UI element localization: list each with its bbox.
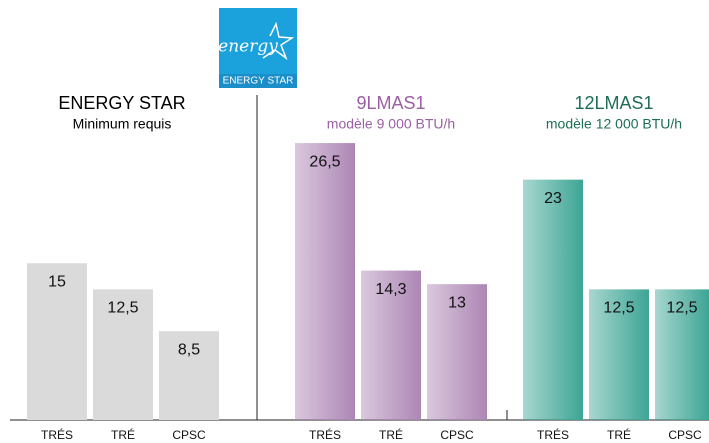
bar bbox=[589, 289, 649, 420]
logo-script: energy bbox=[218, 37, 278, 57]
bar bbox=[655, 289, 709, 420]
value-label: 26,5 bbox=[309, 153, 340, 170]
series-name: 12LMAS1 bbox=[574, 93, 653, 113]
value-label: 12,5 bbox=[603, 300, 634, 317]
value-label: 12,5 bbox=[107, 300, 138, 317]
bar bbox=[361, 270, 421, 420]
value-label: 13 bbox=[448, 294, 466, 311]
value-label: 15 bbox=[48, 273, 66, 290]
series-subtitle: modèle 9 000 BTU/h bbox=[327, 116, 455, 132]
series-subtitle: Minimum requis bbox=[73, 116, 172, 132]
x-tick-label: TRÉS bbox=[309, 427, 341, 442]
bar bbox=[27, 263, 87, 420]
x-tick-label: CPSC bbox=[440, 428, 474, 442]
value-label: 14,3 bbox=[375, 281, 406, 298]
logo: energy ENERGY STAR bbox=[218, 8, 297, 88]
value-label: 8,5 bbox=[178, 341, 200, 358]
bar bbox=[523, 179, 583, 420]
series-name: ENERGY STAR bbox=[58, 93, 185, 113]
x-tick-label: TRÉ bbox=[111, 427, 135, 442]
series-name: 9LMAS1 bbox=[356, 93, 425, 113]
value-label: 12,5 bbox=[666, 300, 697, 317]
x-tick-label: CPSC bbox=[668, 428, 702, 442]
x-tick-label: TRÉ bbox=[607, 427, 631, 442]
bar bbox=[295, 143, 355, 420]
bar bbox=[93, 289, 153, 420]
x-tick-label: TRÉ bbox=[379, 427, 403, 442]
value-label: 23 bbox=[544, 190, 562, 207]
x-tick-label: TRÉS bbox=[537, 427, 569, 442]
bar bbox=[427, 284, 487, 420]
series-subtitle: modèle 12 000 BTU/h bbox=[546, 116, 682, 132]
x-tick-label: TRÉS bbox=[41, 427, 73, 442]
x-tick-label: CPSC bbox=[172, 428, 206, 442]
logo-star bbox=[262, 21, 295, 61]
bar bbox=[159, 331, 219, 420]
logo-label: ENERGY STAR bbox=[223, 76, 294, 87]
logo-band bbox=[219, 74, 297, 88]
